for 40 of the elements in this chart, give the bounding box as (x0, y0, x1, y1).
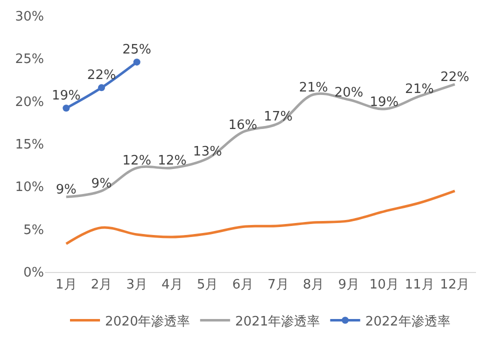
data-label: 21% (299, 80, 328, 96)
data-label: 19% (370, 94, 399, 110)
legend-label: 2022年渗透率 (365, 313, 450, 330)
data-label: 16% (228, 118, 258, 133)
data-label: 25% (122, 42, 152, 58)
x-tick-label: 1月 (56, 278, 77, 293)
data-label: 9% (91, 176, 112, 192)
x-tick-label: 5月 (196, 278, 218, 293)
y-tick-label: 25% (15, 52, 44, 68)
point (98, 84, 106, 92)
data-label: 17% (264, 109, 293, 124)
y-tick-label: 20% (15, 94, 44, 110)
data-label: 9% (56, 182, 77, 198)
data-label: 20% (334, 85, 364, 100)
x-tick-label: 6月 (232, 278, 254, 293)
data-label: 19% (52, 88, 81, 104)
y-tick-label: 5% (23, 222, 44, 238)
data-label: 21% (405, 82, 434, 97)
y-tick-label: 30% (15, 10, 44, 25)
y-tick-label: 15% (15, 138, 44, 153)
legend-label: 2020年渗透率 (105, 313, 190, 330)
data-label: 12% (158, 154, 187, 169)
x-tick-label: 4月 (162, 278, 183, 293)
y-tick-label: 0% (23, 266, 44, 281)
y-tick-label: 10% (15, 180, 44, 196)
point (62, 104, 70, 112)
x-tick-label: 11月 (404, 278, 434, 293)
x-tick-label: 9月 (338, 278, 360, 293)
data-label: 22% (87, 68, 116, 84)
point (133, 58, 140, 66)
data-label: 22% (440, 70, 470, 86)
x-tick-label: 7月 (268, 278, 289, 293)
legend-label: 2021年渗透率 (235, 313, 320, 330)
x-tick-label: 12月 (440, 278, 470, 293)
x-tick-label: 2月 (90, 278, 112, 293)
data-label: 13% (193, 144, 222, 160)
x-tick-label: 8月 (302, 278, 324, 293)
data-label: 12% (122, 154, 152, 169)
x-tick-label: 3月 (126, 278, 148, 293)
x-tick-label: 10月 (369, 278, 399, 293)
